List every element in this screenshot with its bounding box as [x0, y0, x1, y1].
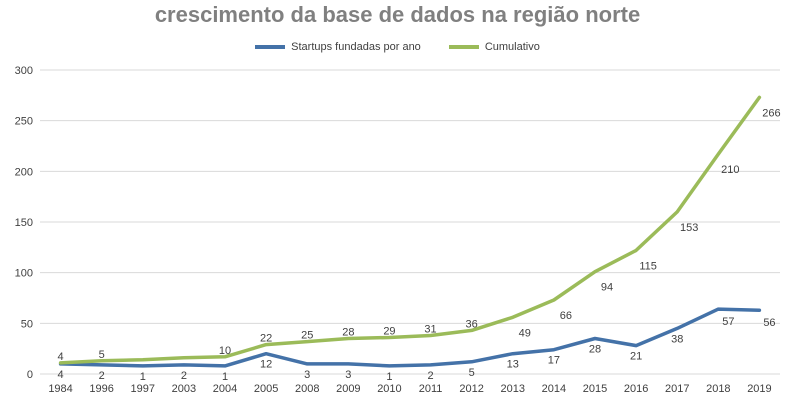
legend-item-series-2: Cumulativo: [448, 41, 540, 53]
data-label-series-2: 115: [639, 260, 657, 272]
data-label-series-2: 49: [519, 327, 531, 339]
data-label-series-2: 153: [680, 222, 698, 234]
x-tick-label: 2017: [665, 383, 689, 395]
legend: Startups fundadas por ano Cumulativo: [0, 41, 795, 53]
y-tick-label: 250: [15, 116, 33, 128]
data-label-series-1: 2: [427, 370, 433, 382]
data-label-series-2: 66: [560, 310, 572, 322]
y-tick-label: 200: [15, 166, 33, 178]
data-label-series-1: 2: [181, 370, 187, 382]
data-label-series-1: 17: [548, 355, 560, 367]
data-label-series-1: 56: [763, 317, 775, 329]
x-tick-label: 2004: [213, 383, 237, 395]
y-tick-label: 100: [15, 268, 33, 280]
y-tick-label: 300: [15, 65, 33, 77]
y-tick-label: 0: [27, 369, 33, 381]
data-label-series-1: 38: [671, 333, 683, 345]
data-label-series-2: 36: [466, 318, 478, 330]
data-label-series-2: 5: [99, 349, 105, 361]
data-label-series-2: 266: [762, 107, 780, 119]
x-tick-label: 2005: [254, 383, 278, 395]
series-line-2: [58, 95, 762, 365]
data-label-series-2: 4: [57, 351, 63, 363]
x-tick-label: 2009: [336, 383, 360, 395]
data-label-series-1: 3: [345, 369, 351, 381]
x-tick-label: 2003: [172, 383, 196, 395]
data-label-series-2: 10: [219, 345, 231, 357]
x-tick-label: 2018: [706, 383, 730, 395]
legend-swatch-series-1: [255, 45, 286, 49]
y-tick-label: 150: [15, 217, 33, 229]
x-tick-label: 1996: [89, 383, 113, 395]
x-tick-label: 2016: [624, 383, 648, 395]
legend-swatch-series-2: [448, 45, 479, 49]
data-label-series-2: 25: [301, 330, 313, 342]
data-label-series-2: 22: [260, 333, 272, 345]
legend-label-series-2: Cumulativo: [484, 41, 540, 53]
x-tick-label: 2012: [459, 383, 483, 395]
data-label-series-2: 94: [601, 282, 613, 294]
data-label-series-1: 57: [722, 316, 734, 328]
data-label-series-1: 12: [260, 359, 272, 371]
data-label-series-1: 4: [57, 369, 63, 381]
data-label-series-1: 28: [589, 344, 601, 356]
x-tick-label: 2013: [501, 383, 525, 395]
data-label-series-1: 5: [469, 367, 475, 379]
data-label-series-1: 1: [222, 371, 228, 383]
series-line-1: [58, 307, 762, 368]
legend-label-series-1: Startups fundadas por ano: [291, 41, 421, 53]
legend-item-series-1: Startups fundadas por ano: [255, 41, 421, 53]
data-label-series-1: 13: [507, 359, 519, 371]
data-label-series-2: 29: [383, 326, 395, 338]
data-label-series-1: 3: [304, 369, 310, 381]
x-tick-label: 2010: [377, 383, 401, 395]
data-label-series-2: 28: [342, 327, 354, 339]
y-tick-label: 50: [21, 318, 33, 330]
x-tick-label: 1984: [48, 383, 72, 395]
data-label-series-1: 2: [99, 370, 105, 382]
x-tick-label: 2011: [419, 383, 443, 395]
x-tick-label: 1997: [131, 383, 155, 395]
x-tick-label: 2014: [542, 383, 566, 395]
data-label-series-1: 1: [386, 371, 392, 383]
data-label-series-1: 1: [140, 371, 146, 383]
x-tick-label: 2015: [583, 383, 607, 395]
x-tick-label: 2008: [295, 383, 319, 395]
data-label-series-2: 31: [424, 323, 436, 335]
chart-title: crescimento da base de dados na região n…: [154, 2, 641, 27]
data-label-series-1: 21: [630, 351, 642, 363]
x-tick-label: 2019: [747, 383, 771, 395]
data-label-series-2: 210: [721, 164, 739, 176]
